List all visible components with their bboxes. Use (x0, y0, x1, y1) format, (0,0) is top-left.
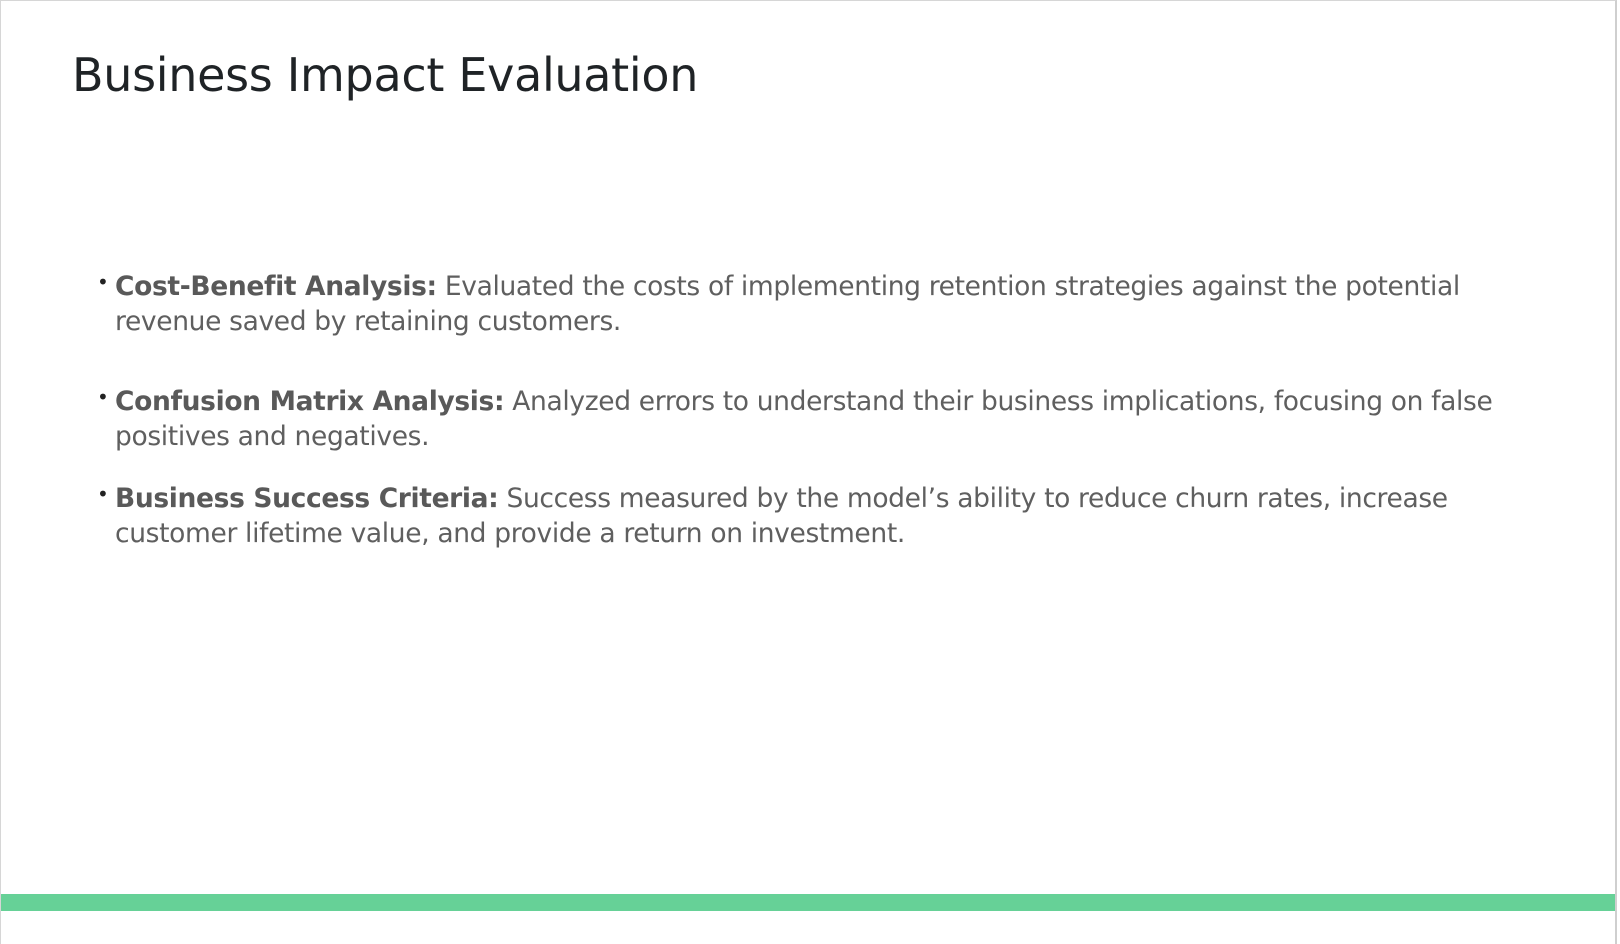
list-item: • Confusion Matrix Analysis: Analyzed err… (97, 384, 1567, 454)
bullet-icon: • (97, 385, 109, 409)
bullet-text: Evaluated the costs of implementing rete… (115, 271, 1460, 337)
bullet-term: Confusion Matrix Analysis: (115, 386, 505, 417)
bullet-list: • Cost-Benefit Analysis: Evaluated the co… (97, 269, 1567, 551)
list-item: • Cost-Benefit Analysis: Evaluated the co… (97, 269, 1567, 339)
bullet-icon: • (97, 270, 109, 294)
bullet-text: Analyzed errors to understand their busi… (115, 386, 1493, 452)
bullet-icon: • (97, 482, 109, 506)
accent-bar (1, 894, 1615, 911)
bullet-term: Cost-Benefit Analysis: (115, 271, 437, 302)
list-item: • Business Success Criteria: Success meas… (97, 481, 1567, 551)
slide-title: Business Impact Evaluation (72, 48, 699, 102)
bullet-text: Success measured by the model’s ability … (115, 483, 1448, 549)
bullet-term: Business Success Criteria: (115, 483, 499, 514)
